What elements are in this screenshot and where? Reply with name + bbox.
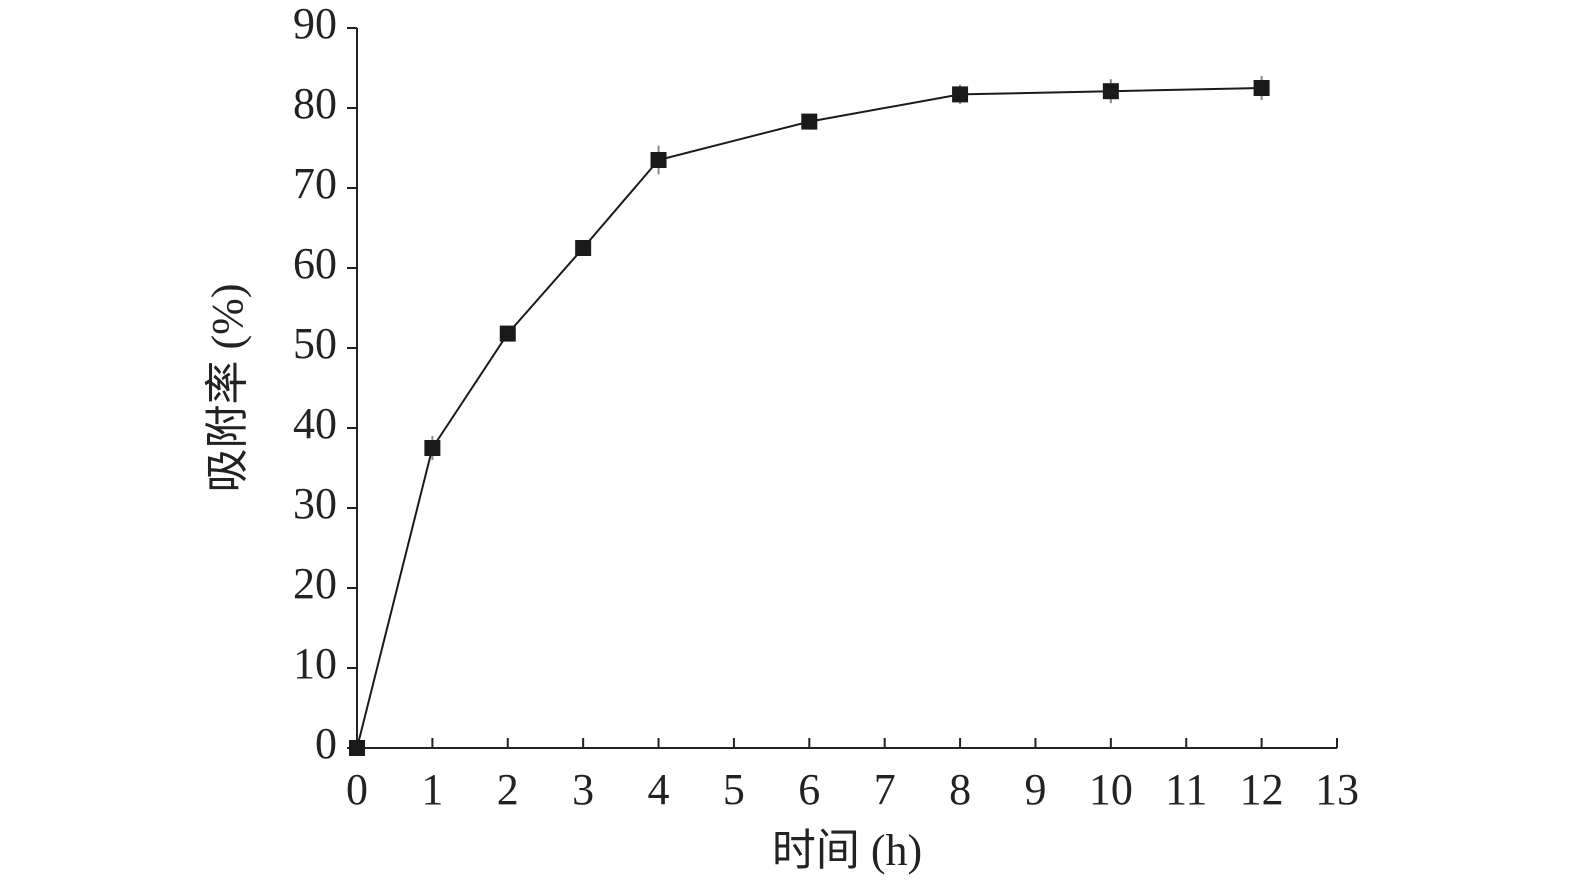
x-tick-label: 2: [497, 765, 519, 814]
y-tick-label: 80: [293, 79, 337, 128]
x-tick-label: 5: [723, 765, 745, 814]
data-point: [952, 86, 969, 103]
data-point: [575, 240, 592, 256]
x-tick-label: 9: [1024, 765, 1046, 814]
x-tick-label: 13: [1315, 765, 1359, 814]
x-tick-label: 1: [421, 765, 443, 814]
y-axis-label: 吸附率 (%): [203, 284, 252, 493]
x-tick-label: 8: [949, 765, 971, 814]
y-tick-label: 30: [293, 479, 337, 528]
y-tick-label: 10: [293, 639, 337, 688]
y-tick-label: 40: [293, 399, 337, 448]
data-line: [356, 87, 1262, 749]
data-point: [424, 440, 441, 456]
x-tick-label: 6: [798, 765, 820, 814]
x-tick-label: 7: [874, 765, 896, 814]
y-tick-label: 60: [293, 239, 337, 288]
y-tick-label: 20: [293, 559, 337, 608]
data-point: [349, 740, 365, 756]
data-point: [801, 113, 818, 130]
x-tick-label: 10: [1089, 765, 1133, 814]
x-tick-label: 3: [572, 765, 594, 814]
data-point: [650, 152, 667, 168]
y-tick-label: 0: [315, 719, 337, 768]
y-tick-label: 70: [293, 159, 337, 208]
data-point: [1102, 83, 1119, 100]
x-axis-label: 时间 (h): [772, 826, 922, 875]
y-tick-label: 50: [293, 319, 337, 368]
y-tick-label: 90: [293, 0, 337, 48]
x-tick-label: 4: [648, 765, 670, 814]
data-point: [1253, 80, 1270, 96]
data-point: [499, 325, 516, 342]
x-tick-label: 11: [1165, 765, 1207, 814]
x-tick-label: 12: [1240, 765, 1284, 814]
x-tick-label: 0: [346, 765, 368, 814]
